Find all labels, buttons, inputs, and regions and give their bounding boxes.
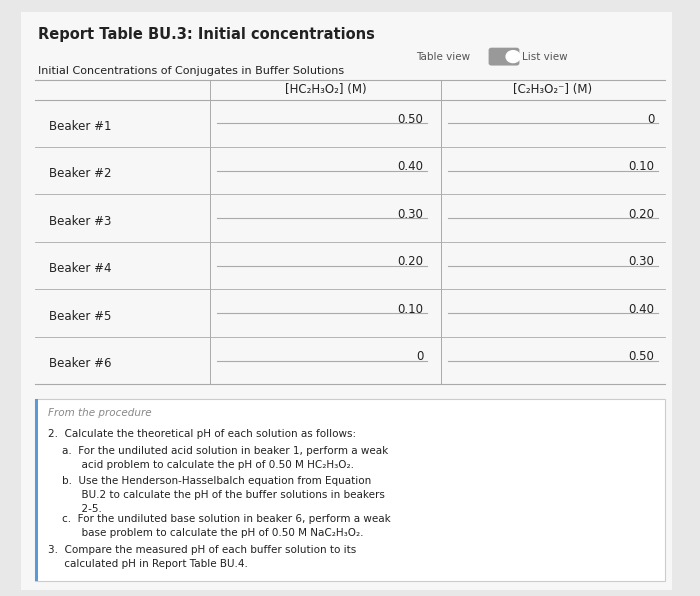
Text: 0: 0 xyxy=(647,113,655,126)
Text: Table view: Table view xyxy=(416,52,470,63)
FancyBboxPatch shape xyxy=(21,12,672,590)
Text: 0.50: 0.50 xyxy=(398,113,424,126)
Circle shape xyxy=(506,51,520,63)
Text: 0.30: 0.30 xyxy=(629,255,654,268)
Text: 0.50: 0.50 xyxy=(629,350,654,363)
FancyBboxPatch shape xyxy=(35,399,38,581)
Text: 0: 0 xyxy=(416,350,423,363)
Text: Report Table BU.3: Initial concentrations: Report Table BU.3: Initial concentration… xyxy=(38,27,375,42)
Text: Beaker #6: Beaker #6 xyxy=(49,357,111,370)
Text: [HC₂H₃O₂] (M): [HC₂H₃O₂] (M) xyxy=(285,83,366,97)
Text: a.  For the undiluted acid solution in beaker 1, perform a weak
      acid probl: a. For the undiluted acid solution in be… xyxy=(62,446,388,470)
Text: 0.40: 0.40 xyxy=(629,303,654,315)
Text: 0.40: 0.40 xyxy=(398,160,424,173)
Text: 0.10: 0.10 xyxy=(629,160,654,173)
Text: 0.20: 0.20 xyxy=(398,255,424,268)
Text: Initial Concentrations of Conjugates in Buffer Solutions: Initial Concentrations of Conjugates in … xyxy=(38,66,344,76)
Text: From the procedure: From the procedure xyxy=(48,408,151,418)
Text: [C₂H₃O₂⁻] (M): [C₂H₃O₂⁻] (M) xyxy=(513,83,593,97)
Text: 0.20: 0.20 xyxy=(629,207,654,221)
Text: Beaker #3: Beaker #3 xyxy=(49,215,111,228)
Text: Beaker #4: Beaker #4 xyxy=(49,262,111,275)
Text: Beaker #1: Beaker #1 xyxy=(49,120,111,133)
Text: 0.30: 0.30 xyxy=(398,207,424,221)
Text: List view: List view xyxy=(522,52,567,63)
Text: Beaker #2: Beaker #2 xyxy=(49,167,111,180)
Text: 0.10: 0.10 xyxy=(398,303,424,315)
FancyBboxPatch shape xyxy=(35,399,665,581)
Text: c.  For the undiluted base solution in beaker 6, perform a weak
      base probl: c. For the undiluted base solution in be… xyxy=(62,514,391,538)
Text: Beaker #5: Beaker #5 xyxy=(49,310,111,322)
Text: 3.  Compare the measured pH of each buffer solution to its
     calculated pH in: 3. Compare the measured pH of each buffe… xyxy=(48,545,356,569)
FancyBboxPatch shape xyxy=(489,48,519,66)
Text: b.  Use the Henderson-Hasselbalch equation from Equation
      BU.2 to calculate: b. Use the Henderson-Hasselbalch equatio… xyxy=(62,476,384,514)
Text: 2.  Calculate the theoretical pH of each solution as follows:: 2. Calculate the theoretical pH of each … xyxy=(48,429,356,439)
